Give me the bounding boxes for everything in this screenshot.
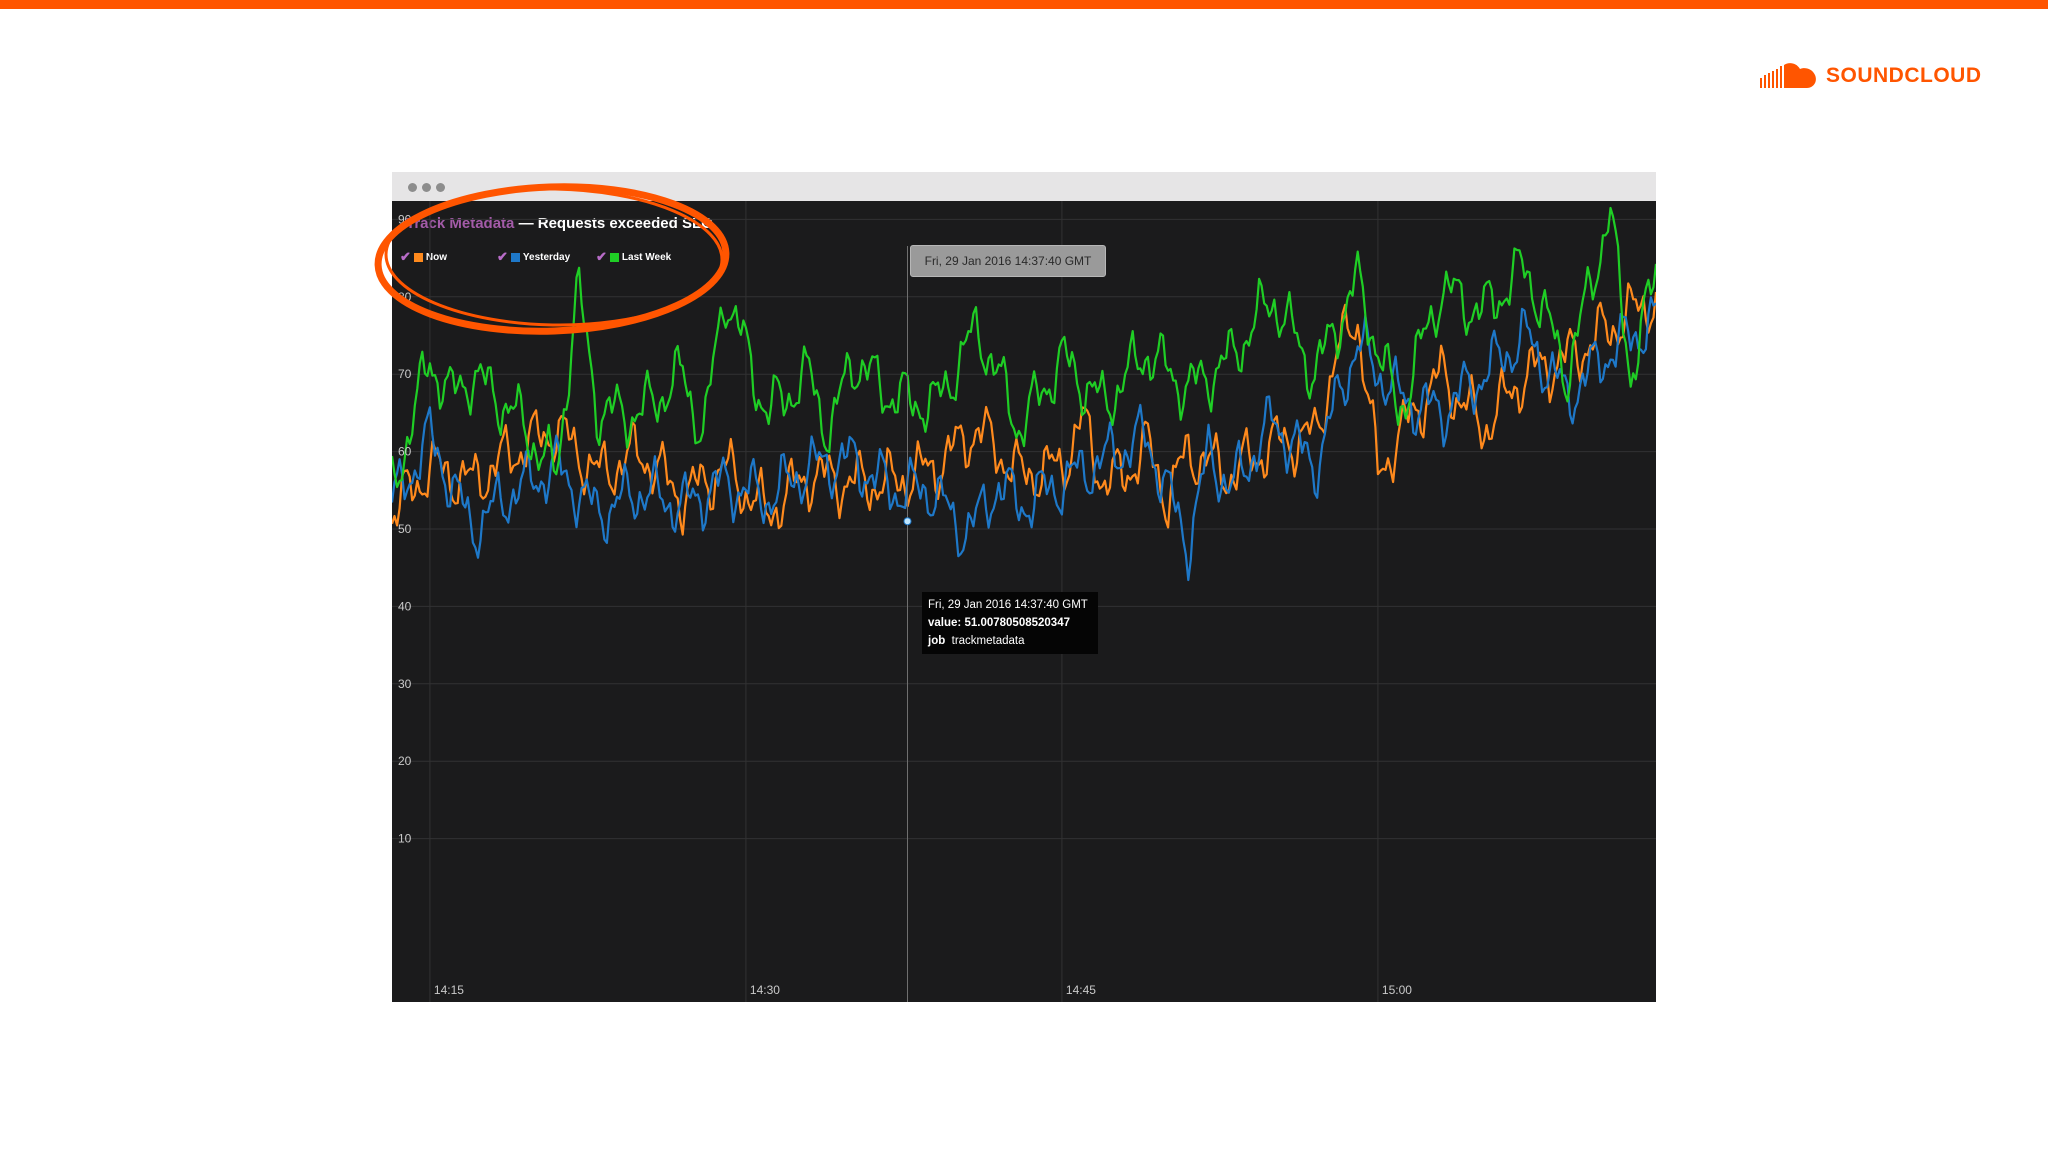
- legend-label-now: Now: [425, 251, 448, 263]
- soundcloud-cloud-icon: [1760, 63, 1816, 88]
- tooltip-value: 51.00780508520347: [964, 617, 1070, 629]
- tooltip-job: trackmetadata: [951, 635, 1025, 647]
- y-tick-label: 40: [398, 599, 412, 613]
- series-line-yesterday[interactable]: [392, 296, 1656, 582]
- x-tick-label: 14:45: [1066, 983, 1096, 997]
- legend-item-last-week[interactable]: ✔ Last Week: [596, 249, 671, 265]
- legend-swatch-last-week: [609, 252, 619, 262]
- y-tick-label: 70: [398, 367, 412, 381]
- y-tick-label: 20: [398, 754, 412, 768]
- tooltip-job-row: job trackmetadata: [928, 632, 1092, 650]
- y-tick-label: 50: [398, 522, 412, 536]
- tooltip-job-label: job: [928, 635, 946, 647]
- window-maximize-dot-icon[interactable]: [436, 183, 445, 192]
- grafana-window: Track Metadata — Requests exceeded SLO ✔…: [392, 172, 1656, 1002]
- y-tick-label: 60: [398, 445, 412, 459]
- legend-item-now[interactable]: ✔ Now: [400, 249, 447, 265]
- tooltip-time: Fri, 29 Jan 2016 14:37:40 GMT: [928, 599, 1088, 611]
- soundcloud-brand: SOUNDCLOUD: [1760, 58, 1982, 94]
- top-accent-bar: [0, 0, 2048, 9]
- hovered-datapoint[interactable]: [903, 517, 912, 526]
- window-close-dot-icon[interactable]: [408, 183, 417, 192]
- brand-name: SOUNDCLOUD: [1826, 64, 1982, 87]
- y-tick-label: 30: [398, 677, 412, 691]
- series-line-now[interactable]: [392, 282, 1656, 536]
- y-tick-label: 10: [398, 832, 412, 846]
- legend-item-yesterday[interactable]: ✔ Yesterday: [497, 249, 570, 265]
- hand-drawn-circle-annotation: [374, 183, 730, 335]
- x-tick-label: 14:15: [434, 983, 464, 997]
- legend-swatch-now: [413, 252, 423, 262]
- legend-label-yesterday: Yesterday: [522, 251, 571, 263]
- window-minimize-dot-icon[interactable]: [422, 183, 431, 192]
- datapoint-tooltip: Fri, 29 Jan 2016 14:37:40 GMT value: 51.…: [922, 592, 1098, 654]
- x-tick-label: 14:30: [750, 983, 780, 997]
- crosshair-time-label: Fri, 29 Jan 2016 14:37:40 GMT: [910, 245, 1106, 277]
- series-line-last-week[interactable]: [392, 206, 1656, 489]
- check-icon: ✔: [400, 249, 411, 264]
- tooltip-value-label: value:: [928, 617, 962, 629]
- check-icon: ✔: [497, 249, 508, 264]
- series-layer: [392, 206, 1656, 1002]
- legend-swatch-yesterday: [510, 252, 520, 262]
- x-tick-label: 15:00: [1382, 983, 1412, 997]
- check-icon: ✔: [596, 249, 607, 264]
- legend-label-last-week: Last Week: [621, 251, 672, 263]
- tooltip-value-row: value: 51.00780508520347: [928, 614, 1092, 632]
